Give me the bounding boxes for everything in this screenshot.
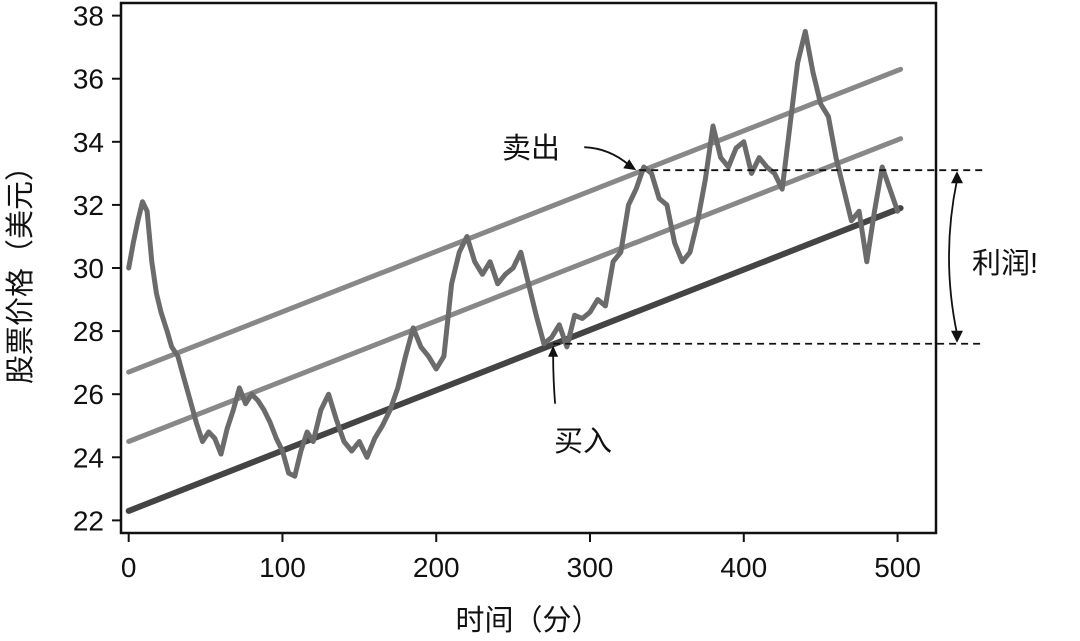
x-tick-label: 400 (720, 552, 767, 583)
y-tick-label: 30 (73, 253, 104, 284)
y-tick-label: 34 (73, 127, 104, 158)
x-tick-label: 100 (259, 552, 306, 583)
x-tick-label: 500 (874, 552, 921, 583)
buy-arrow (552, 352, 557, 404)
sell-arrowhead (623, 159, 637, 171)
axis-ticks: 0 100 200 300 400 500 22 24 26 28 30 32 34 36 38 (73, 1, 921, 583)
y-tick-label: 28 (73, 316, 104, 347)
x-tick-label: 0 (121, 552, 137, 583)
series-lines (125, 28, 904, 514)
y-tick-label: 26 (73, 379, 104, 410)
sell-arrow (584, 146, 630, 166)
y-tick-label: 38 (73, 1, 104, 32)
series-upper-channel (126, 66, 904, 375)
profit-bracket (948, 180, 958, 334)
y-tick-label: 32 (73, 190, 104, 221)
profit-arrowhead-top (951, 171, 963, 184)
profit-label: 利润! (972, 247, 1038, 280)
x-tick-label: 300 (567, 552, 614, 583)
y-axis-title: 股票价格（美元） (4, 152, 37, 384)
sell-label: 卖出 (502, 132, 560, 165)
buy-label: 买入 (554, 426, 612, 458)
y-tick-label: 36 (73, 64, 104, 95)
y-tick-label: 22 (73, 505, 104, 536)
series-mid-channel (126, 136, 904, 444)
series-price (126, 28, 901, 479)
x-tick-label: 200 (413, 552, 460, 583)
annotations (548, 146, 985, 404)
buy-arrowhead (548, 345, 559, 357)
y-tick-label: 24 (73, 442, 104, 473)
x-axis-title: 时间（分） (455, 604, 600, 637)
profit-arrowhead-bottom (951, 330, 963, 343)
series-support (125, 205, 904, 514)
